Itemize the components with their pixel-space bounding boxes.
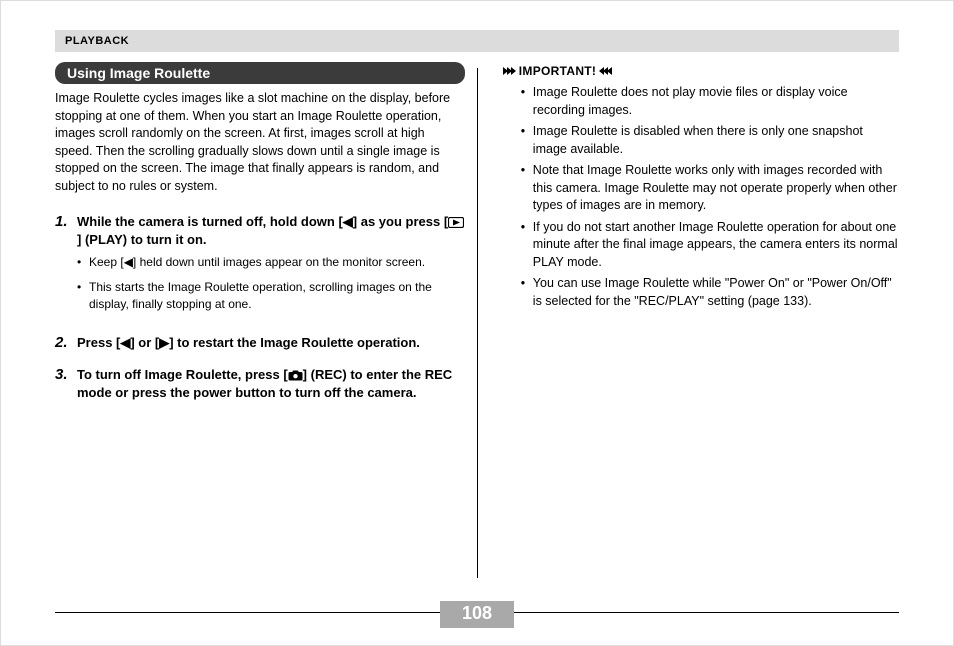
- step-1-sub-1: Keep [◀] held down until images appear o…: [77, 254, 465, 271]
- step-1-sub-2: This starts the Image Roulette operation…: [77, 279, 465, 313]
- step-1-sublist: Keep [◀] held down until images appear o…: [77, 254, 465, 312]
- page-number: 108: [440, 601, 514, 628]
- section-title-pill: Using Image Roulette: [55, 62, 465, 84]
- left-column: Using Image Roulette Image Roulette cycl…: [55, 62, 465, 582]
- footer-line-right: [514, 612, 899, 613]
- step-title-pre: To turn off Image Roulette, press [: [77, 367, 288, 382]
- arrow-right-cluster-icon: [503, 67, 515, 75]
- column-divider: [477, 68, 478, 578]
- important-list: Image Roulette does not play movie files…: [503, 84, 899, 310]
- step-number: 1.: [55, 213, 77, 320]
- section-header: PLAYBACK: [55, 30, 899, 52]
- section-header-label: PLAYBACK: [65, 35, 129, 47]
- document-page: PLAYBACK Using Image Roulette Image Roul…: [0, 0, 954, 582]
- footer-rule: 108: [55, 601, 899, 624]
- camera-icon: [288, 370, 303, 381]
- step-3: 3. To turn off Image Roulette, press [] …: [55, 366, 465, 401]
- intro-paragraph: Image Roulette cycles images like a slot…: [55, 90, 465, 195]
- important-heading: IMPORTANT!: [503, 64, 899, 78]
- content-columns: Using Image Roulette Image Roulette cycl…: [55, 62, 899, 582]
- step-title-mid: ] as you press [: [353, 214, 448, 229]
- footer-line-left: [55, 612, 440, 613]
- step-title: Press [◀] or [▶] to restart the Image Ro…: [77, 334, 465, 352]
- footer: 108: [55, 601, 899, 624]
- play-icon: [448, 217, 464, 228]
- important-item: Image Roulette is disabled when there is…: [521, 123, 899, 158]
- step-title-post: ] (PLAY) to turn it on.: [77, 232, 207, 247]
- step-body: To turn off Image Roulette, press [] (RE…: [77, 366, 465, 401]
- step-body: While the camera is turned off, hold dow…: [77, 213, 465, 320]
- step-title: To turn off Image Roulette, press [] (RE…: [77, 366, 465, 401]
- step-title-pre: While the camera is turned off, hold dow…: [77, 214, 343, 229]
- step-1: 1. While the camera is turned off, hold …: [55, 213, 465, 320]
- step-title: While the camera is turned off, hold dow…: [77, 213, 465, 248]
- important-item: You can use Image Roulette while "Power …: [521, 275, 899, 310]
- right-column: IMPORTANT! Image Roulette does not play …: [489, 62, 899, 582]
- important-item: Note that Image Roulette works only with…: [521, 162, 899, 215]
- left-key-icon: ◀: [343, 214, 353, 229]
- step-number: 3.: [55, 366, 77, 401]
- important-label: IMPORTANT!: [519, 64, 596, 78]
- step-2: 2. Press [◀] or [▶] to restart the Image…: [55, 334, 465, 352]
- important-item: Image Roulette does not play movie files…: [521, 84, 899, 119]
- arrow-left-cluster-icon: [600, 67, 612, 75]
- step-body: Press [◀] or [▶] to restart the Image Ro…: [77, 334, 465, 352]
- step-number: 2.: [55, 334, 77, 352]
- important-item: If you do not start another Image Roulet…: [521, 219, 899, 272]
